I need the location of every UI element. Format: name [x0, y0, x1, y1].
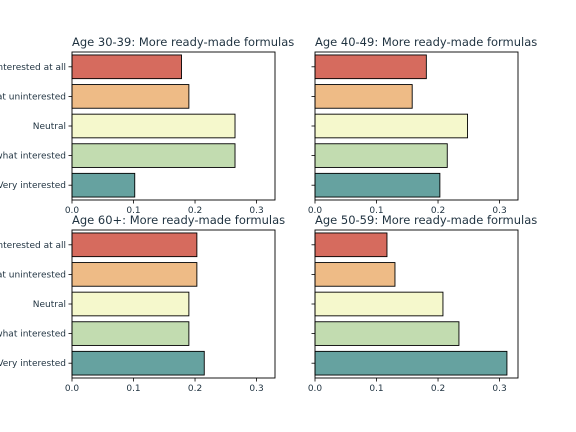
plot-frame — [71, 229, 276, 379]
bar-not-interested-at-all — [71, 54, 182, 80]
y-tick-label: Very interested — [0, 359, 66, 369]
x-tick-label: 0.1 — [369, 384, 383, 394]
plot-frame — [314, 229, 519, 379]
bar-somewhat-uninterested — [71, 262, 198, 287]
x-tick-label: 0.0 — [65, 384, 80, 394]
x-tick-label: 0.3 — [492, 206, 506, 216]
chart-title: Age 40-49: More ready-made formulas — [315, 35, 537, 49]
bar-somewhat-uninterested — [314, 262, 396, 287]
x-tick-label: 0.0 — [308, 206, 323, 216]
bar-neutral — [71, 113, 236, 139]
bar-very-interested — [314, 350, 508, 376]
x-tick-label: 0.1 — [126, 384, 140, 394]
plot-frame — [71, 51, 276, 201]
y-tick-label: Somewhat interested — [0, 330, 66, 340]
bar-somewhat-interested — [71, 143, 236, 168]
chart-title: Age 60+: More ready-made formulas — [72, 213, 285, 227]
x-tick-label: 0.1 — [126, 206, 140, 216]
x-tick-label: 0.3 — [492, 384, 506, 394]
y-tick-label: Not interested at all — [0, 241, 66, 251]
bar-very-interested — [314, 172, 441, 198]
bar-neutral — [71, 291, 190, 317]
y-tick-label: Neutral — [33, 300, 66, 310]
x-tick-label: 0.2 — [188, 384, 202, 394]
y-tick-label: Somewhat interested — [0, 152, 66, 162]
bar-very-interested — [71, 172, 136, 198]
y-tick-label: Somewhat uninterested — [0, 270, 66, 280]
bar-not-interested-at-all — [314, 54, 427, 80]
x-tick-label: 0.2 — [431, 206, 445, 216]
x-tick-label: 0.3 — [249, 206, 263, 216]
bar-somewhat-interested — [71, 321, 190, 346]
y-tick-label: Not interested at all — [0, 63, 66, 73]
x-tick-label: 0.0 — [308, 384, 323, 394]
bar-somewhat-interested — [314, 321, 460, 346]
x-tick-label: 0.1 — [369, 206, 383, 216]
bar-not-interested-at-all — [71, 232, 198, 258]
chart-title: Age 30-39: More ready-made formulas — [72, 35, 294, 49]
bar-somewhat-uninterested — [314, 84, 413, 109]
y-tick-label: Somewhat uninterested — [0, 92, 66, 102]
bar-neutral — [314, 113, 469, 139]
bar-not-interested-at-all — [314, 232, 388, 258]
x-tick-label: 0.2 — [188, 206, 202, 216]
bar-neutral — [314, 291, 444, 317]
bar-very-interested — [71, 350, 205, 376]
y-tick-label: Neutral — [33, 122, 66, 132]
bar-somewhat-uninterested — [71, 84, 190, 109]
x-tick-label: 0.2 — [431, 384, 445, 394]
chart-title: Age 50-59: More ready-made formulas — [315, 213, 537, 227]
x-tick-label: 0.0 — [65, 206, 80, 216]
plot-frame — [314, 51, 519, 201]
bar-somewhat-interested — [314, 143, 448, 168]
y-tick-label: Very interested — [0, 181, 66, 191]
x-tick-label: 0.3 — [249, 384, 263, 394]
